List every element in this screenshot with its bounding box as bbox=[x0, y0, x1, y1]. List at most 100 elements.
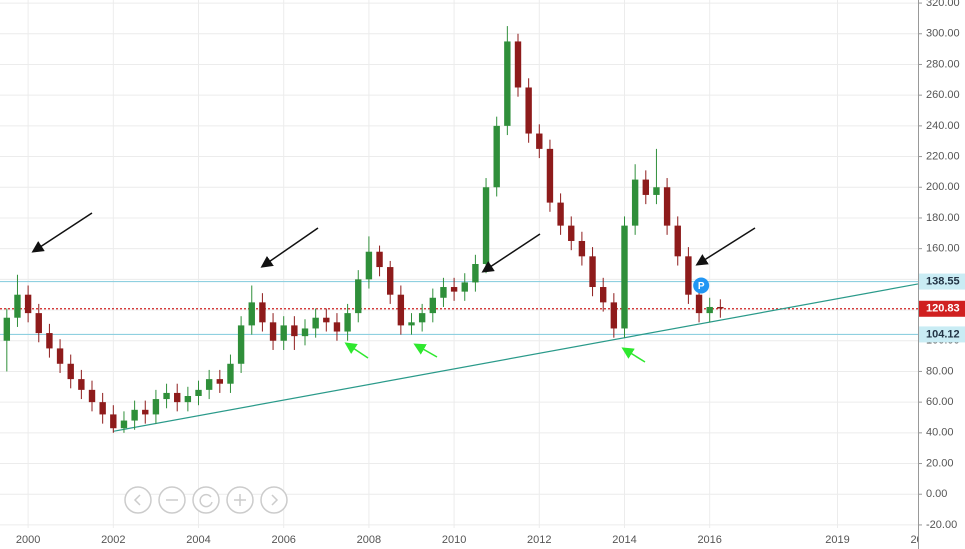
candle-body bbox=[493, 125, 500, 188]
level-badge bbox=[919, 300, 965, 317]
y-tick-label: 260.00 bbox=[926, 89, 960, 101]
candle-body bbox=[397, 294, 405, 326]
x-tick-label: 2012 bbox=[527, 534, 551, 546]
candle-body bbox=[717, 306, 724, 309]
y-tick-label: 60.00 bbox=[926, 396, 954, 408]
icon bbox=[199, 493, 213, 508]
arrow bbox=[481, 233, 541, 273]
candle-body bbox=[131, 409, 138, 421]
arrow bbox=[413, 343, 438, 358]
x-tick-label: 2000 bbox=[16, 534, 40, 546]
candle-body bbox=[110, 414, 117, 429]
annotations bbox=[31, 212, 756, 363]
candle-body bbox=[291, 325, 298, 337]
candle-body bbox=[568, 225, 575, 241]
candle-body bbox=[56, 348, 64, 364]
candle-body bbox=[227, 363, 234, 384]
candle-body bbox=[429, 297, 436, 314]
trend-line bbox=[113, 283, 919, 432]
candle-body bbox=[195, 389, 202, 396]
candle-body bbox=[216, 379, 224, 384]
candle-body bbox=[259, 302, 266, 323]
candle-body bbox=[631, 179, 639, 226]
plot-area: 2000 2002 2004 2006 2008 2010 2012 2014 2016 2019… bbox=[0, 0, 935, 546]
candle-body bbox=[142, 409, 149, 415]
candle-body bbox=[269, 322, 277, 341]
candle-body bbox=[450, 287, 458, 292]
candle-body bbox=[301, 328, 309, 337]
candle-body bbox=[653, 187, 660, 195]
candle-body bbox=[35, 313, 42, 334]
x-tick-label: 2004 bbox=[186, 534, 210, 546]
candle-body bbox=[482, 187, 490, 264]
level-label: 138.55 bbox=[926, 275, 960, 287]
candle-body bbox=[355, 279, 362, 314]
candle-body bbox=[280, 325, 287, 341]
x-tick-label: 2019 bbox=[825, 534, 849, 546]
candle-body bbox=[578, 240, 586, 257]
candle-body bbox=[24, 294, 32, 314]
candle-body bbox=[387, 267, 394, 295]
arrow bbox=[260, 227, 319, 268]
x-tick-label: 2016 bbox=[697, 534, 721, 546]
candle-body bbox=[525, 87, 532, 134]
y-tick-label: -20.00 bbox=[926, 519, 957, 531]
y-tick-label: 40.00 bbox=[926, 427, 954, 439]
candle-body bbox=[514, 41, 522, 88]
candle-body bbox=[557, 202, 564, 226]
candle-body bbox=[88, 389, 96, 403]
candle-body bbox=[418, 313, 426, 323]
x-tick-label: 2014 bbox=[612, 534, 636, 546]
candle-body bbox=[440, 287, 447, 298]
candle-body bbox=[344, 313, 351, 332]
candle-body bbox=[536, 133, 543, 149]
y-tick-label: 320.00 bbox=[926, 0, 960, 9]
candle-body bbox=[695, 294, 703, 314]
candle-body bbox=[46, 333, 53, 349]
candle-body bbox=[184, 396, 192, 403]
y-tick-label: 300.00 bbox=[926, 28, 960, 40]
candle-body bbox=[312, 317, 319, 329]
candle-body bbox=[333, 322, 341, 332]
candle-body bbox=[589, 256, 596, 288]
candle-body bbox=[642, 179, 649, 195]
y-tick-label: 80.00 bbox=[926, 365, 954, 377]
nav-buttons bbox=[124, 486, 288, 514]
candle-body bbox=[600, 287, 607, 303]
icon bbox=[234, 494, 246, 506]
y-tick-label: 20.00 bbox=[926, 457, 954, 469]
candle-body bbox=[14, 294, 21, 318]
candle-body bbox=[78, 379, 85, 390]
candle-body bbox=[163, 392, 170, 400]
candle-body bbox=[99, 402, 106, 415]
candle-body bbox=[408, 322, 415, 326]
candle-body bbox=[706, 306, 713, 314]
level-label: 120.83 bbox=[926, 303, 960, 315]
candle-body bbox=[621, 225, 628, 329]
x-tick-label: 2008 bbox=[357, 534, 381, 546]
y-tick-label: 200.00 bbox=[926, 181, 960, 193]
candle-body bbox=[67, 363, 74, 380]
candle-body bbox=[3, 317, 11, 341]
candle-body bbox=[237, 325, 245, 364]
icon bbox=[133, 494, 141, 506]
candle-body bbox=[472, 264, 479, 283]
candle-body bbox=[663, 187, 671, 226]
y-tick-label: 180.00 bbox=[926, 212, 960, 224]
price-axis: -20.000.0020.0040.0060.0080.00100.00120.… bbox=[918, 0, 965, 549]
arrow bbox=[344, 342, 369, 359]
y-tick-label: 160.00 bbox=[926, 243, 960, 255]
y-tick-label: 280.00 bbox=[926, 58, 960, 70]
candle-body bbox=[546, 148, 554, 203]
level-label: 104.12 bbox=[926, 328, 960, 340]
y-tick-label: 0.00 bbox=[926, 488, 947, 500]
candle-body bbox=[610, 302, 618, 329]
level-badge bbox=[919, 273, 965, 290]
x-tick-label: 2002 bbox=[101, 534, 125, 546]
candle-body bbox=[205, 379, 213, 390]
candle-body bbox=[248, 302, 255, 326]
arrow bbox=[31, 212, 93, 253]
marker-label: P bbox=[698, 281, 705, 292]
